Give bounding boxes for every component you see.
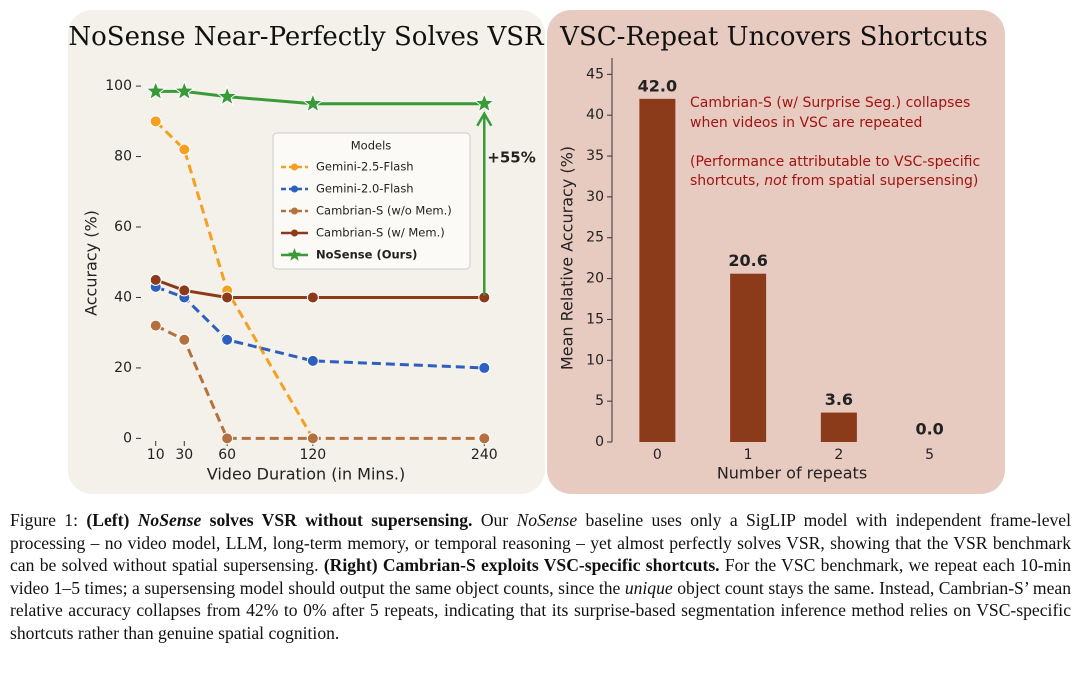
legend-label: Gemini-2.0-Flash [316,182,414,196]
note-line: when videos in VSC are repeated [690,115,922,131]
y-tick-label: 20 [114,360,132,376]
x-tick-label: 60 [218,447,236,463]
point [149,115,162,128]
caption-text: object count stays the same. Instead, Ca… [10,577,1071,643]
x-tick-label: 0 [653,447,662,463]
x-axis-label: Number of repeats [717,464,867,483]
y-tick-label: 35 [586,148,604,164]
bar [639,98,676,442]
point [306,291,319,304]
point [178,143,191,156]
chart-title: NoSense Near-Perfectly Solves VSR [68,22,545,52]
note-line: (Performance attributable to VSC-specifi… [690,154,980,170]
x-tick-label: 240 [471,447,498,463]
y-tick-label: 40 [586,107,604,123]
caption-text: For the VSC benchmark, we repeat each 10… [10,555,1072,598]
y-tick-label: 15 [586,311,604,327]
point [473,92,496,113]
y-tick-label: 40 [114,289,132,305]
point [306,432,319,445]
point [178,284,191,297]
point [216,85,239,106]
y-tick-label: 25 [586,230,604,246]
caption: Figure 1: (Left) NoSense solves VSR with… [10,509,1071,645]
legend-title: Models [351,139,392,153]
y-tick-label: 80 [114,149,132,165]
y-tick-label: 0 [595,434,604,450]
note-text: shortcuts, [690,173,764,189]
x-tick-label: 5 [925,447,934,463]
caption-text: (Right) Cambrian-S exploits VSC-specific… [323,555,720,576]
y-tick-label: 20 [586,271,604,287]
point [301,92,324,113]
legend-marker [291,207,298,215]
y-tick-label: 0 [123,430,132,446]
legend-label: Cambrian-S (w/ Mem.) [316,226,445,240]
value-label: 3.6 [825,390,853,409]
y-tick-label: 100 [105,78,132,94]
legend-marker [291,163,298,171]
legend-marker [291,185,298,193]
value-label: 0.0 [915,420,943,439]
y-axis-label: Accuracy (%) [82,210,101,316]
point [149,273,162,286]
value-label: 20.6 [728,251,767,270]
point [478,361,491,374]
x-tick-label: 120 [299,447,326,463]
x-tick-label: 10 [147,447,165,463]
annotation-arrow [476,111,493,296]
point [173,79,196,101]
caption-text: baseline uses only a SigLIP model with i… [10,510,1071,576]
point [478,432,491,445]
point [221,432,234,445]
legend-box [272,132,471,270]
point [178,333,191,346]
legend-marker [291,229,298,237]
note-text: not [764,173,787,189]
point [149,319,162,332]
x-tick-label: 1 [744,447,753,463]
legend-marker [287,248,302,261]
legend: Models Gemini-2.5-Flash Gemini-2.0-Flash Ca… [272,132,471,270]
bar [820,412,857,442]
caption-text: NoSense [516,510,578,530]
y-axis-label: Mean Relative Accuracy (%) [558,146,577,370]
point [306,354,319,367]
chart-title: VSC-Repeat Uncovers Shortcuts [559,22,988,52]
legend-label: NoSense (Ours) [316,248,417,262]
caption-text: solves VSR without supersensing. [201,510,473,530]
note: Cambrian-S (w/ Surprise Seg.) collapses … [690,95,980,189]
x-axis-label: Video Duration (in Mins.) [207,465,405,484]
x-tick-label: 2 [834,447,843,463]
series-line [154,120,315,440]
series-line [155,324,485,440]
caption-text: unique [624,577,673,598]
caption-text: NoSense [137,510,202,530]
y-tick-label: 5 [595,393,604,409]
note-text: from spatial supersensing) [787,173,978,189]
legend-label: Gemini-2.5-Flash [316,160,414,174]
y-tick-label: 10 [586,352,604,368]
caption-text: (Left) [86,510,138,530]
y-tick-label: 60 [114,219,132,235]
annotation-text: +55% [487,149,535,167]
caption-text: Figure 1: [10,510,87,530]
value-label: 42.0 [638,76,677,95]
caption-text: Our [472,510,517,530]
x-tick-label: 30 [175,447,193,463]
point [144,79,167,101]
figure: NoSense Near-Perfectly Solves VSR VSC-Re… [68,10,1005,494]
note-line: Cambrian-S (w/ Surprise Seg.) collapses [690,95,970,111]
note-line: shortcuts, not from spatial supersensing… [690,173,978,189]
y-tick-label: 45 [586,66,604,82]
bar [730,273,767,442]
point [221,333,234,346]
legend-label: Cambrian-S (w/o Mem.) [316,204,452,218]
y-tick-label: 30 [586,189,604,205]
point [221,291,234,304]
